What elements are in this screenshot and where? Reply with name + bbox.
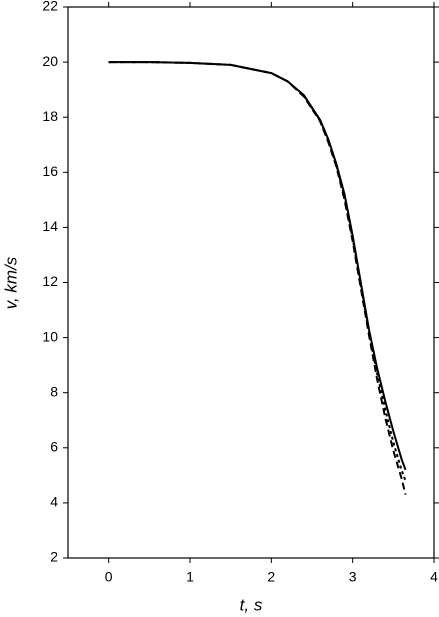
y-tick-label: 4	[50, 494, 58, 510]
plot-frame	[67, 6, 435, 559]
y-tick-label: 6	[50, 439, 58, 455]
y-tick-label: 10	[42, 328, 58, 344]
y-tick-label: 18	[42, 108, 58, 124]
x-tick-label: 0	[105, 569, 113, 585]
y-tick-label: 14	[42, 218, 58, 234]
y-tick-label: 2	[50, 549, 58, 565]
y-tick-label: 20	[42, 53, 58, 69]
y-tick-label: 8	[50, 383, 58, 399]
series-line	[108, 61, 407, 471]
x-tick-label: 3	[349, 569, 357, 585]
y-tick-label: 12	[42, 273, 58, 289]
x-axis-title: t, s	[240, 595, 263, 614]
x-tick-label: 2	[267, 569, 275, 585]
x-tick-label: 1	[186, 569, 194, 585]
y-tick-label: 16	[42, 163, 58, 179]
x-tick-label: 4	[430, 569, 438, 585]
series-line	[108, 61, 407, 482]
y-axis-title: v, km/s	[1, 256, 20, 309]
y-tick-label: 22	[42, 0, 58, 14]
